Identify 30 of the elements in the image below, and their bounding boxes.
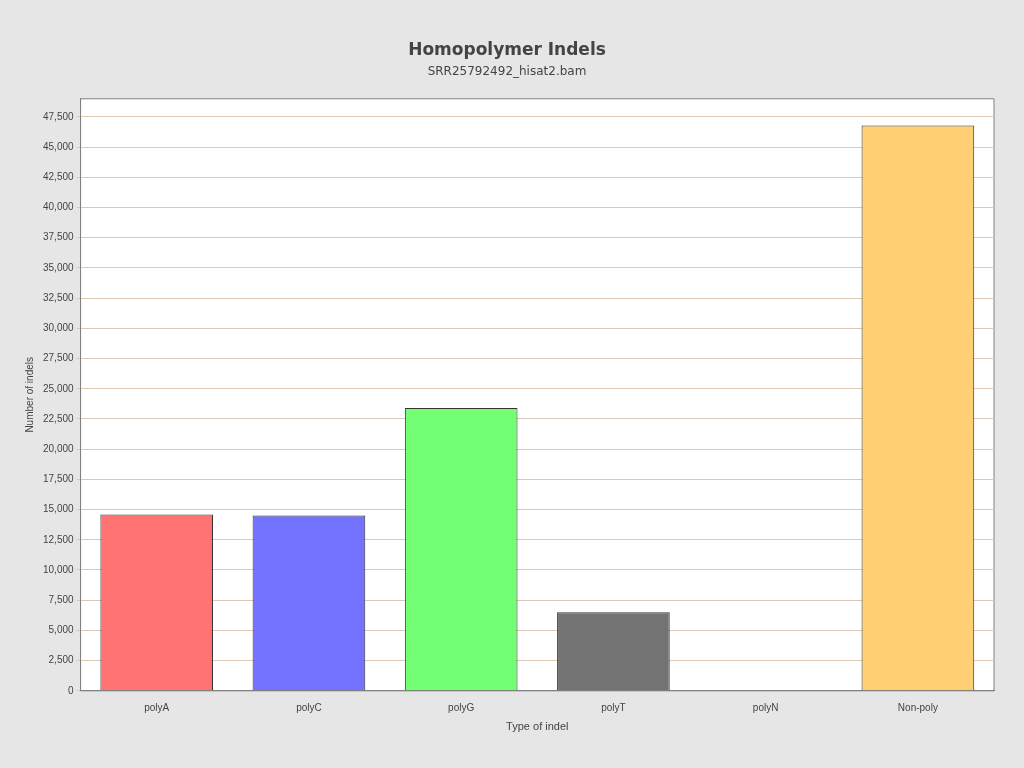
- y-tick-label: 27,500: [42, 352, 75, 364]
- y-tick-label: 40,000: [42, 201, 75, 213]
- chart-title: Homopolymer Indels: [408, 38, 606, 59]
- y-tick-label: 12,500: [42, 533, 75, 545]
- x-axis-title: Type of indel: [506, 720, 569, 733]
- y-tick-label: 25,000: [42, 382, 75, 394]
- y-tick-label: 0: [68, 684, 75, 696]
- x-tick-label: polyT: [601, 701, 626, 713]
- y-tick-label: 45,000: [42, 140, 75, 152]
- x-tick-label: polyA: [144, 701, 170, 713]
- x-tick-label: polyN: [752, 701, 779, 713]
- y-axis-title: Number of indels: [23, 357, 35, 433]
- y-tick-label: 7,500: [48, 593, 75, 605]
- y-tick-label: 42,500: [42, 171, 75, 183]
- y-tick-label: 5,000: [48, 624, 75, 636]
- x-tick-label: polyG: [448, 701, 475, 713]
- y-tick-label: 22,500: [42, 412, 75, 424]
- y-tick-label: 30,000: [42, 322, 75, 334]
- x-tick-label: polyC: [296, 701, 322, 713]
- y-tick-label: 10,000: [42, 563, 75, 575]
- y-tick-label: 20,000: [42, 442, 75, 454]
- y-tick-label: 17,500: [42, 473, 75, 485]
- y-tick-label: 35,000: [42, 261, 75, 273]
- y-tick-label: 37,500: [42, 231, 75, 243]
- chart-subtitle: SRR25792492_hisat2.bam: [427, 63, 587, 78]
- y-tick-label: 15,000: [42, 503, 75, 515]
- y-tick-label: 2,500: [48, 654, 75, 666]
- y-tick-label: 32,500: [42, 291, 75, 303]
- y-tick-label: 47,500: [42, 110, 75, 122]
- x-tick-label: Non-poly: [897, 701, 938, 713]
